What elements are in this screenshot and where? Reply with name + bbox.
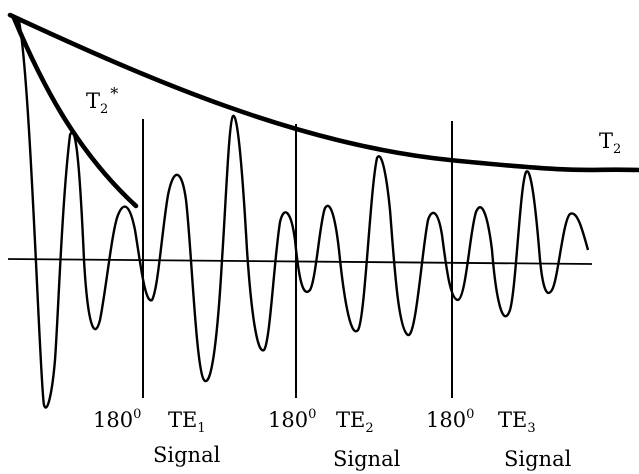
pulse-angle-label-1: 1800 — [93, 407, 141, 432]
baseline-axis — [7, 258, 593, 265]
signal-label-3: Signal — [504, 447, 572, 471]
te-label-1: TE1 — [168, 408, 206, 436]
t2-decay-curve — [7, 12, 639, 173]
pulse-angle-label-3: 1800 — [426, 407, 474, 432]
signal-label-1: Signal — [153, 443, 221, 467]
t2-star-decay-curve — [11, 15, 139, 209]
signal-label-2: Signal — [333, 447, 401, 471]
te-label-3: TE3 — [498, 408, 536, 436]
t2-star-label: T2* — [86, 84, 118, 117]
pulse-angle-label-2: 1800 — [268, 407, 316, 432]
t2-label: T2 — [599, 129, 621, 157]
signal-waveform — [16, 16, 590, 409]
te-label-2: TE2 — [336, 408, 374, 436]
